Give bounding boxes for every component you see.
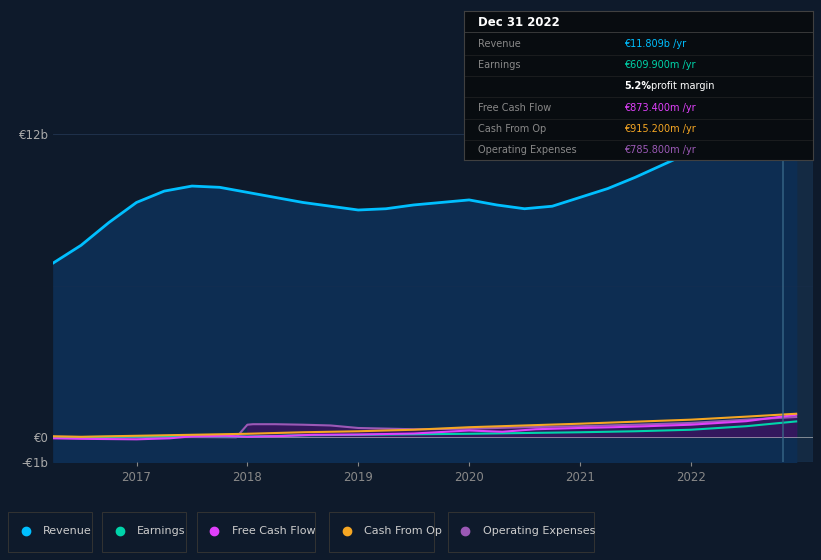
Text: Operating Expenses: Operating Expenses bbox=[478, 145, 576, 155]
FancyBboxPatch shape bbox=[448, 512, 594, 552]
Text: Cash From Op: Cash From Op bbox=[478, 124, 546, 134]
Text: Free Cash Flow: Free Cash Flow bbox=[478, 102, 551, 113]
FancyBboxPatch shape bbox=[103, 512, 186, 552]
Bar bbox=[746, 109, 813, 462]
Text: 5.2%: 5.2% bbox=[624, 81, 651, 91]
Text: €785.800m /yr: €785.800m /yr bbox=[624, 145, 696, 155]
Text: Cash From Op: Cash From Op bbox=[364, 526, 442, 536]
Text: €11.809b /yr: €11.809b /yr bbox=[624, 39, 686, 49]
FancyBboxPatch shape bbox=[329, 512, 433, 552]
FancyBboxPatch shape bbox=[197, 512, 315, 552]
Text: €915.200m /yr: €915.200m /yr bbox=[624, 124, 696, 134]
Text: Operating Expenses: Operating Expenses bbox=[483, 526, 595, 536]
Text: Dec 31 2022: Dec 31 2022 bbox=[478, 16, 560, 29]
Text: €609.900m /yr: €609.900m /yr bbox=[624, 60, 696, 70]
Text: Earnings: Earnings bbox=[137, 526, 186, 536]
Text: profit margin: profit margin bbox=[650, 81, 714, 91]
Text: Revenue: Revenue bbox=[44, 526, 92, 536]
Text: Revenue: Revenue bbox=[478, 39, 521, 49]
Text: Free Cash Flow: Free Cash Flow bbox=[232, 526, 315, 536]
Text: Earnings: Earnings bbox=[478, 60, 521, 70]
FancyBboxPatch shape bbox=[8, 512, 92, 552]
Text: €873.400m /yr: €873.400m /yr bbox=[624, 102, 696, 113]
